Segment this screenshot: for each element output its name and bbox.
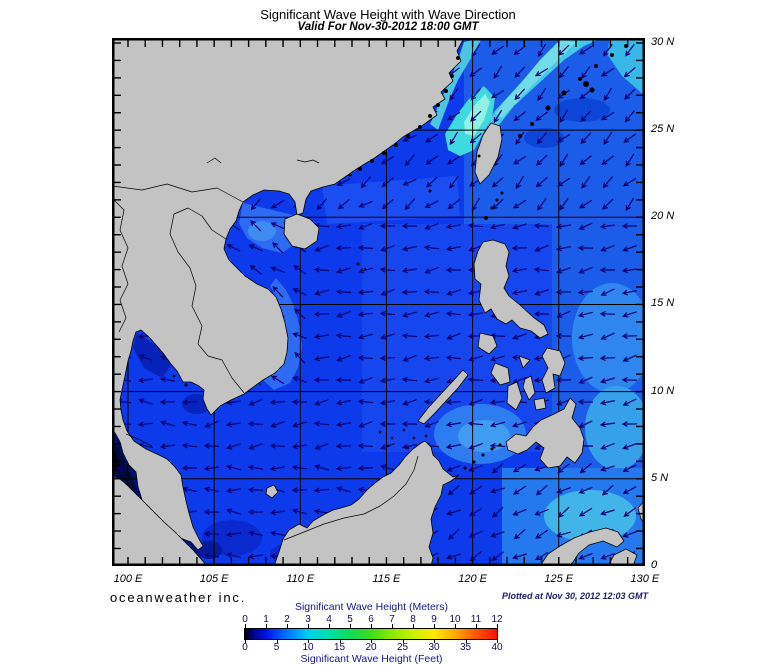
island-panay (490, 362, 511, 386)
island-samar-leyte (541, 347, 566, 394)
legend-tickmark (476, 624, 477, 628)
legend-feet-tick: 15 (333, 642, 346, 653)
island-mindanao (505, 397, 585, 469)
legend-tickmark (245, 624, 246, 628)
legend-meters-tick: 2 (284, 614, 290, 625)
lat-tick-label: 15 N (651, 297, 675, 310)
legend-feet-tick: 25 (396, 642, 409, 653)
island-masbate (518, 355, 531, 369)
small-islands (172, 44, 628, 470)
legend-tickmark (350, 624, 351, 628)
island-bohol (533, 397, 547, 411)
island-negros (506, 381, 523, 411)
legend-meters-tick: 12 (491, 614, 503, 625)
lon-tick-label: 130 E (630, 573, 660, 585)
lon-tick-label: 100 E (113, 573, 143, 585)
valid-time-subtitle: Valid For Nov-30-2012 18:00 GMT (297, 21, 479, 33)
legend-title-meters: Significant Wave Height (Meters) (294, 601, 449, 613)
lat-tick-label: 25 N (651, 123, 675, 136)
oceanweather-logo: oceanweather inc. (110, 590, 247, 605)
island-cebu (522, 375, 536, 401)
degree-ticks (114, 40, 643, 564)
land-layer (112, 38, 645, 566)
legend-meters-tick: 1 (263, 614, 269, 625)
landmass-asia-mainland (112, 38, 465, 551)
page-title: Significant Wave Height with Wave Direct… (260, 7, 516, 22)
legend-tickmark (308, 624, 309, 628)
legend-meters-tick: 10 (449, 614, 461, 625)
legend-feet-tick: 30 (428, 642, 440, 653)
legend-meters-tick: 4 (326, 614, 332, 625)
lon-tick-label: 120 E (458, 573, 487, 585)
lon-tick-label: 125 E (544, 573, 574, 585)
legend-meters-tick: 3 (305, 614, 311, 625)
legend-colorbar (244, 628, 498, 640)
country-borders (112, 157, 419, 541)
legend-title-feet: Significant Wave Height (Feet) (300, 653, 443, 665)
legend-tickmark (497, 640, 498, 643)
legend-feet-tick: 0 (242, 642, 248, 653)
legend-tickmark (276, 640, 278, 643)
legend-tickmark (434, 624, 435, 628)
legend-feet-tick: 40 (491, 642, 503, 653)
legend-feet-tick: 20 (365, 642, 377, 653)
island-hainan (283, 213, 320, 250)
island-mindoro (477, 332, 498, 355)
island-palawan (417, 369, 469, 425)
island-luzon (473, 239, 549, 339)
wave-map (112, 38, 645, 566)
lat-tick-label: 0 (651, 558, 658, 571)
legend-meters-tick: 6 (368, 614, 374, 625)
legend-tickmark (308, 640, 309, 643)
legend-tickmark (266, 624, 267, 628)
legend-tickmark (455, 624, 456, 628)
legend-tickmark (392, 624, 393, 628)
legend-tickmark (413, 624, 414, 628)
lat-tick-label: 5 N (651, 471, 669, 484)
lon-tick-label: 105 E (199, 573, 229, 585)
legend-meters-tick: 8 (410, 614, 416, 625)
legend-tickmark (371, 624, 372, 628)
lon-tick-label: 110 E (286, 573, 315, 585)
legend-meters-tick: 11 (470, 614, 482, 625)
legend-meters-tick: 5 (347, 614, 353, 625)
legend-tickmark (339, 640, 341, 643)
legend-tickmark (402, 640, 404, 643)
legend-tickmark (465, 640, 467, 643)
legend-tickmark (287, 624, 288, 628)
legend-feet-tick: 10 (302, 642, 314, 653)
lat-tick-label: 20 N (651, 210, 675, 223)
island-natuna (265, 484, 279, 499)
island-sulawesi (539, 527, 625, 566)
island-taiwan (474, 122, 503, 185)
legend-meters-tick: 9 (431, 614, 437, 625)
legend-tickmark (497, 624, 498, 628)
legend-tickmark (329, 624, 330, 628)
legend-meters-tick: 0 (242, 614, 248, 625)
plotted-timestamp: Plotted at Nov 30, 2012 12:03 GMT (501, 591, 648, 601)
legend-tickmark (371, 640, 372, 643)
legend-feet-tick: 5 (273, 642, 280, 653)
map-frame (112, 38, 645, 566)
lon-tick-label: 115 E (372, 573, 401, 585)
lat-tick-label: 30 N (651, 36, 675, 48)
legend-feet-tick: 35 (459, 642, 472, 653)
legend-meters-tick: 7 (389, 614, 395, 625)
legend-tickmark (245, 640, 246, 643)
lat-tick-label: 10 N (651, 384, 675, 397)
island-sulawesi-arm (607, 548, 638, 566)
legend-tickmark (434, 640, 435, 643)
